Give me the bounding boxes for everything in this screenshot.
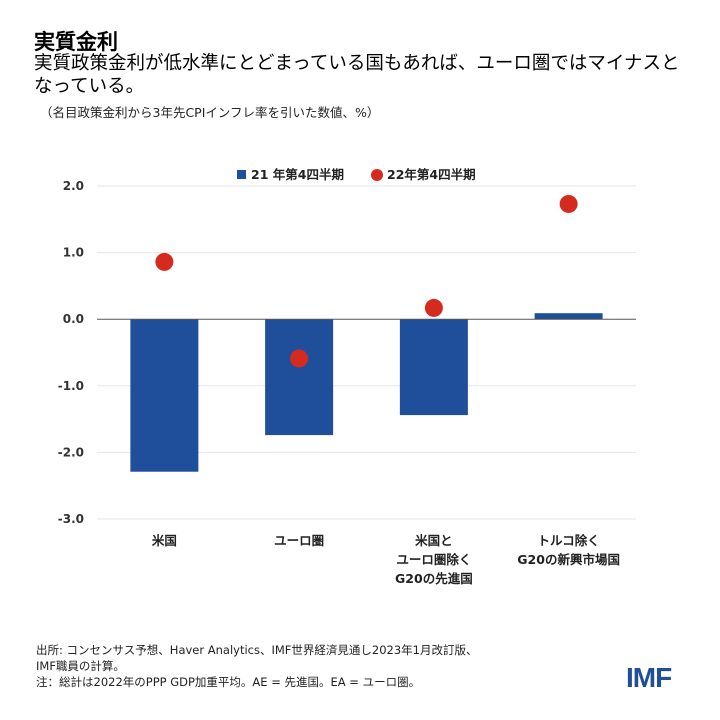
legend-bar-swatch	[237, 170, 246, 179]
category-label: 米国	[151, 533, 177, 548]
dot	[290, 349, 309, 368]
chart-subtitle: 実質政策金利が低水準にとどまっている国もあれば、ユーロ圏ではマイナスとなっている…	[34, 53, 680, 97]
legend-dot-label: 22年第4四半期	[387, 167, 476, 182]
bar	[399, 319, 468, 416]
bar	[534, 313, 603, 320]
category-label: G20の先進国	[395, 571, 473, 586]
legend-dot-swatch	[371, 169, 383, 181]
dot	[424, 298, 443, 317]
source-line-1: 出所: コンセンサス予想、Haver Analytics、IMF世界経済見通し2…	[36, 643, 478, 657]
source-line-2: IMF職員の計算。	[36, 659, 125, 673]
dot	[155, 252, 174, 271]
chart-title: 実質金利	[34, 30, 118, 54]
y-tick-label: -2.0	[58, 445, 84, 459]
imf-logo: IMF	[626, 662, 672, 693]
category-label: G20の新興市場国	[517, 552, 620, 567]
source-notes: 出所: コンセンサス予想、Haver Analytics、IMF世界経済見通し2…	[36, 642, 478, 690]
y-tick-label: -1.0	[58, 379, 84, 393]
y-tick-label: 0.0	[63, 312, 84, 326]
y-tick-label: 1.0	[63, 246, 84, 260]
y-tick-label: 2.0	[63, 179, 84, 193]
unit-note: （名目政策金利から3年先CPIインフレ率を引いた数値、%）	[40, 105, 380, 120]
bar	[130, 319, 199, 472]
legend-bar-label: 21 年第4四半期	[251, 167, 344, 182]
category-label: トルコ除く	[537, 533, 599, 548]
y-tick-label: -3.0	[58, 512, 84, 526]
category-label: 米国と	[414, 533, 453, 548]
category-label: ユーロ圏	[274, 533, 324, 548]
category-label: ユーロ圏除く	[396, 552, 471, 567]
dot	[559, 194, 578, 213]
footer-note: 注：総計は2022年のPPP GDP加重平均。AE = 先進国。EA = ユーロ…	[36, 675, 421, 689]
bar	[265, 319, 334, 436]
